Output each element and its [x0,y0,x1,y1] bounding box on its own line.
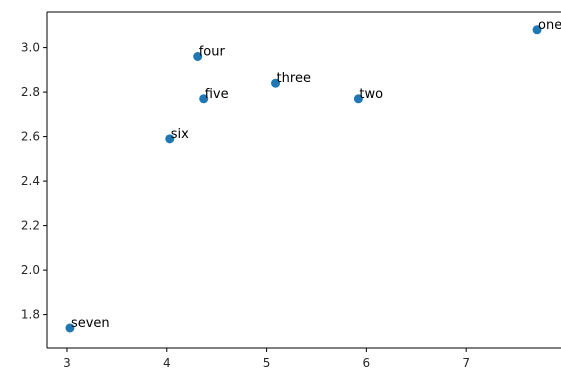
y-tick-label: 1.8 [21,308,40,322]
data-point-four [193,52,203,62]
y-tick-label: 2.8 [21,85,40,99]
point-label-two: two [359,87,383,102]
point-label-one: one [538,18,561,33]
x-tick-label: 7 [462,356,470,370]
data-point-three [271,78,281,88]
data-point-two [353,94,363,104]
data-point-five [199,94,209,104]
y-tick-label: 3.0 [21,41,40,55]
plot-content: one two three four five six seven [65,18,561,333]
point-label-five: five [205,87,229,102]
data-point-six [165,134,175,144]
point-label-four: four [199,45,226,60]
x-tick-label: 4 [163,356,171,370]
point-label-six: six [171,127,189,142]
y-tick-label: 2.6 [21,130,40,144]
y-tick-label: 2.0 [21,263,40,277]
point-label-seven: seven [71,316,110,331]
data-point-one [532,25,542,35]
data-point-seven [65,323,75,333]
x-tick-label: 6 [363,356,371,370]
x-axis-ticks: 3 4 5 6 7 [63,348,470,370]
x-tick-label: 5 [263,356,271,370]
y-axis-ticks: 1.8 2.0 2.2 2.4 2.6 2.8 3.0 [21,41,47,322]
x-tick-label: 3 [63,356,71,370]
axes-frame [46,11,561,349]
y-tick-label: 2.4 [21,174,40,188]
point-label-three: three [277,71,311,86]
y-tick-label: 2.2 [21,219,40,233]
